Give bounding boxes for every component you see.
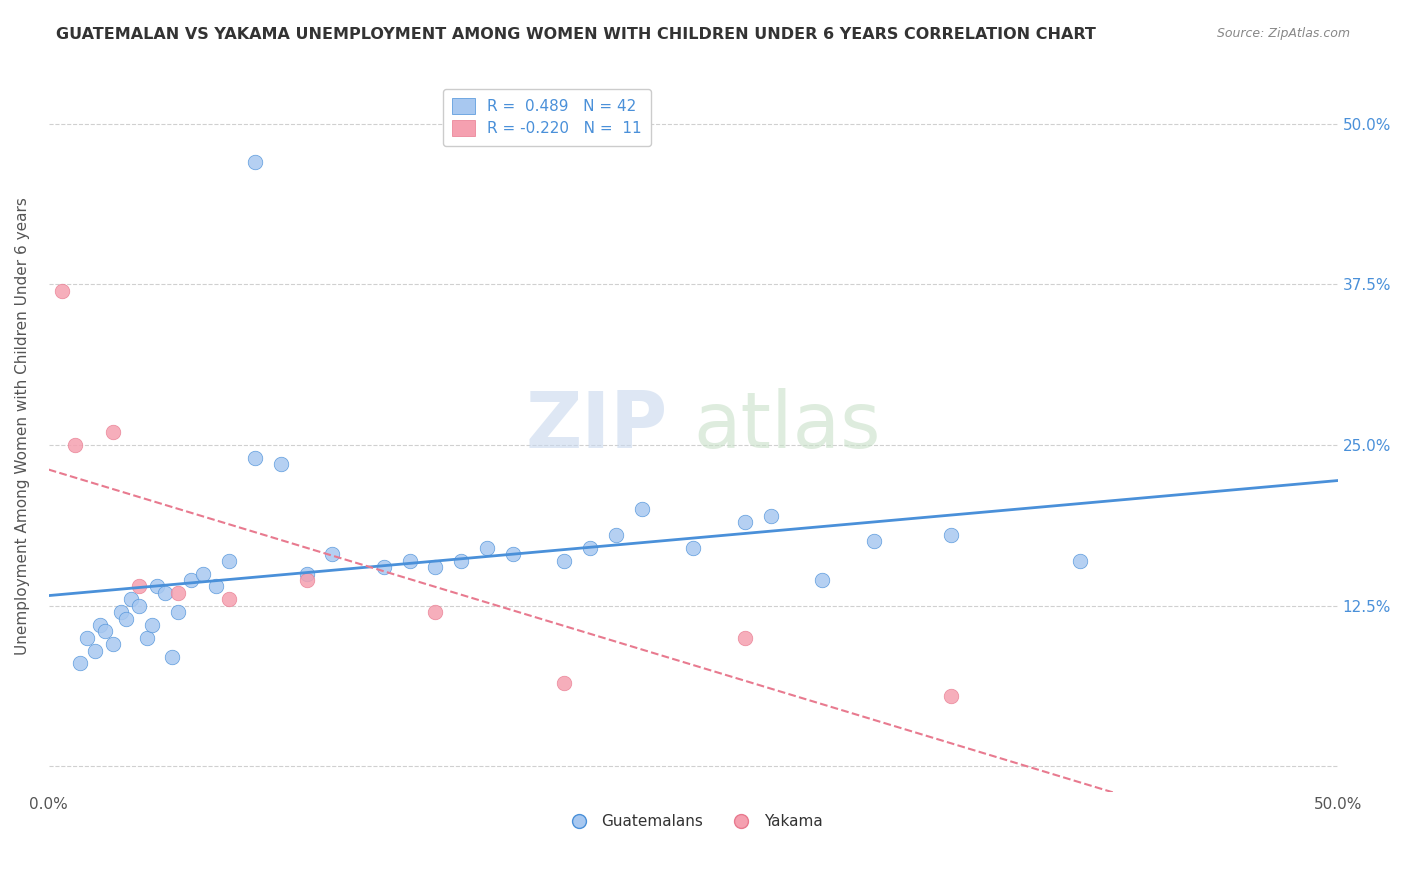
- Point: [76, 631, 98, 645]
- Point: [153, 586, 176, 600]
- Point: [162, 650, 184, 665]
- Point: [939, 689, 962, 703]
- Point: [218, 592, 240, 607]
- Point: [166, 586, 188, 600]
- Point: [141, 618, 163, 632]
- Point: [939, 528, 962, 542]
- Point: [450, 554, 472, 568]
- Point: [475, 541, 498, 555]
- Point: [103, 425, 125, 440]
- Point: [51, 284, 73, 298]
- Point: [103, 637, 125, 651]
- Point: [135, 631, 157, 645]
- Point: [128, 579, 150, 593]
- Point: [373, 560, 395, 574]
- Point: [166, 605, 188, 619]
- Point: [146, 579, 169, 593]
- Point: [115, 611, 138, 625]
- Point: [295, 573, 318, 587]
- Point: [243, 155, 266, 169]
- Point: [270, 458, 292, 472]
- Text: GUATEMALAN VS YAKAMA UNEMPLOYMENT AMONG WOMEN WITH CHILDREN UNDER 6 YEARS CORREL: GUATEMALAN VS YAKAMA UNEMPLOYMENT AMONG …: [56, 27, 1097, 42]
- Point: [63, 438, 86, 452]
- Point: [295, 566, 318, 581]
- Point: [862, 534, 884, 549]
- Point: [425, 560, 447, 574]
- Point: [425, 605, 447, 619]
- Point: [811, 573, 834, 587]
- Point: [630, 502, 652, 516]
- Point: [110, 605, 132, 619]
- Point: [193, 566, 215, 581]
- Point: [321, 547, 343, 561]
- Point: [1069, 554, 1091, 568]
- Point: [734, 515, 756, 529]
- Point: [553, 554, 575, 568]
- Point: [579, 541, 602, 555]
- Text: Source: ZipAtlas.com: Source: ZipAtlas.com: [1216, 27, 1350, 40]
- Point: [120, 592, 142, 607]
- Point: [502, 547, 524, 561]
- Point: [605, 528, 627, 542]
- Point: [553, 675, 575, 690]
- Point: [682, 541, 704, 555]
- Point: [398, 554, 420, 568]
- Point: [205, 579, 228, 593]
- Point: [180, 573, 202, 587]
- Legend: Guatemalans, Yakama: Guatemalans, Yakama: [557, 808, 830, 836]
- Point: [69, 657, 91, 671]
- Point: [128, 599, 150, 613]
- Point: [218, 554, 240, 568]
- Point: [734, 631, 756, 645]
- Y-axis label: Unemployment Among Women with Children Under 6 years: Unemployment Among Women with Children U…: [15, 197, 30, 655]
- Point: [89, 618, 111, 632]
- Point: [84, 643, 107, 657]
- Text: atlas: atlas: [693, 388, 880, 464]
- Point: [759, 508, 782, 523]
- Point: [243, 450, 266, 465]
- Point: [94, 624, 117, 639]
- Text: ZIP: ZIP: [526, 388, 668, 464]
